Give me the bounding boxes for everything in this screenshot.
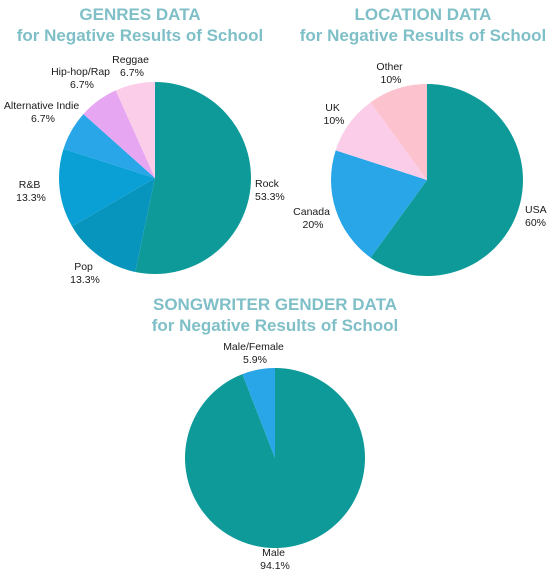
location-label-canada: Canada 20%	[293, 206, 333, 231]
genres-label-pop: Pop 13.3%	[70, 261, 100, 286]
pie-slice-reggae	[115, 82, 155, 178]
gender-label-male: Male 94.1%	[260, 547, 290, 572]
location-chart-subtitle: for Negative Results of School	[300, 26, 547, 45]
location-pie-chart: LOCATION DATA for Negative Results of Sc…	[293, 5, 549, 276]
pie-slice-pop	[72, 178, 155, 272]
pie-slice-canada	[331, 150, 427, 258]
songwriter-gender-pie-chart: SONGWRITER GENDER DATA for Negative Resu…	[152, 295, 399, 572]
gender-chart-title: SONGWRITER GENDER DATA	[153, 295, 397, 314]
pie-slice-alternative-indie	[63, 114, 155, 178]
genres-chart-subtitle: for Negative Results of School	[17, 26, 264, 45]
location-label-other: Other 10%	[376, 61, 405, 86]
location-pie-slices	[331, 84, 523, 276]
pie-slice-usa	[370, 84, 523, 276]
gender-chart-subtitle: for Negative Results of School	[152, 316, 399, 335]
location-chart-title: LOCATION DATA	[355, 5, 492, 24]
pie-slice-rock	[135, 82, 252, 275]
pie-slice-uk	[335, 102, 427, 180]
location-label-usa: USA 60%	[525, 204, 549, 229]
genres-chart-title: GENRES DATA	[79, 5, 200, 24]
gender-label-male-female: Male/Female 5.9%	[223, 341, 287, 366]
pie-slice-male-female	[242, 368, 275, 458]
genres-pie-chart: GENRES DATA for Negative Results of Scho…	[4, 5, 285, 286]
genres-label-hip-hop-rap: Hip-hop/Rap 6.7%	[51, 66, 113, 91]
genres-label-rnb: R&B 13.3%	[16, 179, 46, 204]
genres-pie-slices	[59, 82, 252, 275]
genres-label-rock: Rock 53.3%	[255, 178, 285, 203]
genres-label-reggae: Reggae 6.7%	[112, 54, 152, 79]
pie-slice-other	[370, 84, 427, 180]
location-label-uk: UK 10%	[323, 102, 344, 127]
genres-label-alternative-indie: Alternative Indie 6.7%	[4, 100, 82, 125]
pie-slice-hip-hop-rap	[83, 90, 155, 178]
pie-slice-r-b	[59, 148, 156, 227]
gender-pie-slices	[185, 368, 365, 548]
